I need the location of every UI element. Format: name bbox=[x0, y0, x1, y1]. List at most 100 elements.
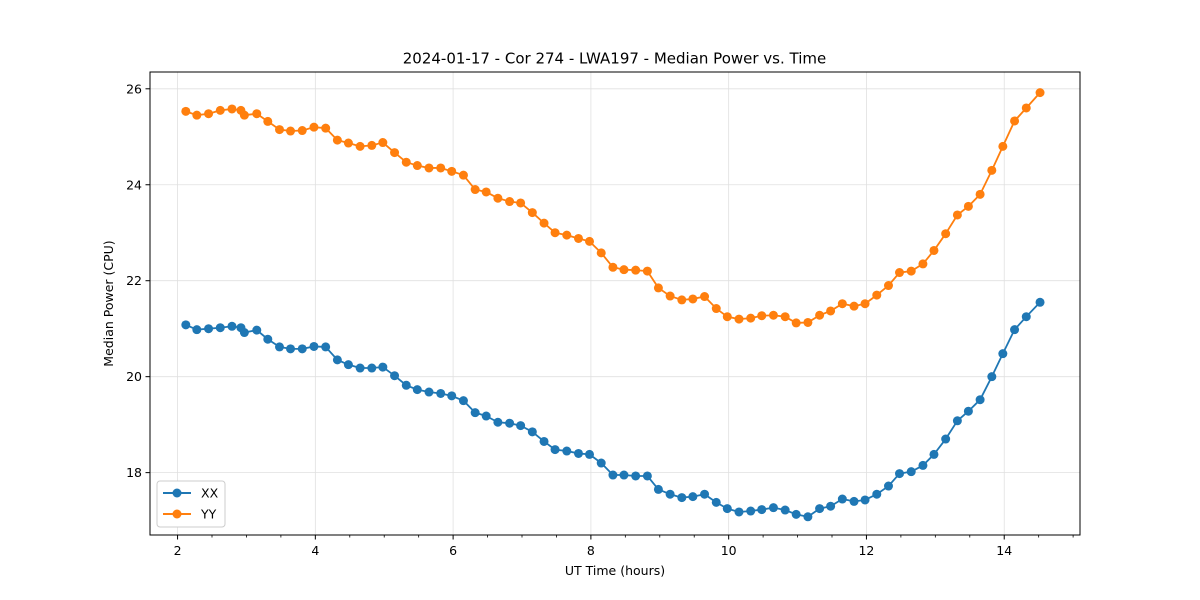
data-point-yy bbox=[343, 138, 353, 148]
chart-title: 2024-01-17 - Cor 274 - LWA197 - Median P… bbox=[403, 50, 827, 68]
data-point-yy bbox=[837, 299, 847, 309]
data-point-yy bbox=[412, 161, 422, 171]
data-point-xx bbox=[204, 324, 214, 334]
data-point-xx bbox=[181, 320, 191, 330]
data-point-xx bbox=[263, 334, 273, 344]
y-tick-label: 24 bbox=[126, 177, 142, 192]
y-tick-label: 20 bbox=[126, 369, 142, 384]
data-point-xx bbox=[321, 342, 331, 352]
data-point-xx bbox=[734, 507, 744, 517]
data-point-xx bbox=[527, 427, 537, 437]
data-point-yy bbox=[436, 163, 446, 173]
data-point-xx bbox=[286, 344, 296, 354]
x-tick-label: 10 bbox=[721, 543, 737, 558]
data-point-yy bbox=[573, 233, 583, 243]
data-point-xx bbox=[929, 449, 939, 459]
data-point-yy bbox=[642, 266, 652, 276]
data-point-yy bbox=[826, 306, 836, 316]
x-tick-label: 14 bbox=[996, 543, 1012, 558]
data-point-xx bbox=[343, 360, 353, 370]
data-point-yy bbox=[895, 268, 905, 278]
data-point-xx bbox=[722, 504, 732, 514]
data-point-yy bbox=[1021, 103, 1031, 113]
data-point-xx bbox=[700, 489, 710, 499]
data-point-xx bbox=[516, 421, 526, 431]
data-point-xx bbox=[412, 385, 422, 395]
data-point-xx bbox=[470, 408, 480, 418]
data-point-yy bbox=[791, 318, 801, 328]
data-point-yy bbox=[481, 187, 491, 197]
data-point-xx bbox=[447, 391, 457, 401]
data-point-xx bbox=[297, 344, 307, 354]
data-point-xx bbox=[883, 481, 893, 491]
data-point-xx bbox=[1035, 297, 1045, 307]
data-point-yy bbox=[722, 312, 732, 322]
data-point-yy bbox=[239, 110, 249, 120]
data-point-yy bbox=[192, 110, 202, 120]
data-point-xx bbox=[596, 458, 606, 468]
data-point-yy bbox=[768, 310, 778, 320]
data-point-yy bbox=[332, 135, 342, 145]
data-point-yy bbox=[378, 138, 388, 148]
data-point-xx bbox=[837, 494, 847, 504]
data-point-yy bbox=[780, 312, 790, 322]
data-point-yy bbox=[424, 163, 434, 173]
data-point-yy bbox=[677, 295, 687, 305]
data-point-yy bbox=[700, 292, 710, 302]
data-point-yy bbox=[215, 105, 225, 115]
data-point-xx bbox=[746, 506, 756, 516]
data-point-xx bbox=[493, 417, 503, 427]
data-point-xx bbox=[815, 504, 825, 514]
data-point-yy bbox=[470, 185, 480, 195]
x-tick-label: 12 bbox=[858, 543, 874, 558]
data-point-yy bbox=[286, 126, 296, 136]
x-tick-label: 2 bbox=[174, 543, 182, 558]
data-point-yy bbox=[401, 157, 411, 167]
series-xx bbox=[181, 297, 1045, 522]
data-point-yy bbox=[321, 123, 331, 133]
data-point-yy bbox=[941, 229, 951, 239]
data-point-yy bbox=[906, 266, 916, 276]
data-point-yy bbox=[883, 281, 893, 291]
data-point-xx bbox=[573, 448, 583, 458]
data-point-yy bbox=[711, 304, 721, 314]
data-point-xx bbox=[585, 449, 595, 459]
data-point-xx bbox=[550, 445, 560, 455]
legend-marker-yy bbox=[172, 509, 182, 519]
data-point-yy bbox=[227, 104, 237, 114]
data-point-yy bbox=[963, 201, 973, 211]
data-point-yy bbox=[619, 265, 629, 275]
data-point-xx bbox=[860, 495, 870, 505]
data-point-xx bbox=[849, 496, 859, 506]
data-point-xx bbox=[872, 489, 882, 499]
data-point-xx bbox=[803, 512, 813, 522]
legend-label-yy: YY bbox=[200, 507, 217, 522]
data-point-yy bbox=[390, 148, 400, 158]
data-point-yy bbox=[527, 208, 537, 218]
data-point-yy bbox=[998, 141, 1008, 151]
data-point-yy bbox=[608, 262, 618, 272]
data-point-yy bbox=[585, 236, 595, 246]
data-point-xx bbox=[458, 396, 468, 406]
data-point-yy bbox=[275, 125, 285, 135]
legend: XX YY bbox=[156, 480, 226, 528]
data-point-yy bbox=[849, 301, 859, 311]
series-line-xx bbox=[185, 301, 1041, 518]
data-point-xx bbox=[941, 434, 951, 444]
data-point-yy bbox=[252, 109, 262, 119]
y-tick-label: 22 bbox=[126, 273, 142, 288]
data-point-xx bbox=[619, 470, 629, 480]
data-point-xx bbox=[539, 436, 549, 446]
x-tick-label: 6 bbox=[449, 543, 457, 558]
data-point-xx bbox=[918, 460, 928, 470]
y-tick-label: 26 bbox=[126, 81, 142, 96]
data-point-xx bbox=[227, 321, 237, 331]
y-axis-label: Median Power (CPU) bbox=[101, 240, 116, 366]
data-point-yy bbox=[734, 314, 744, 324]
data-point-yy bbox=[688, 294, 698, 304]
data-point-yy bbox=[929, 245, 939, 255]
data-point-xx bbox=[239, 328, 249, 338]
data-point-yy bbox=[918, 259, 928, 269]
data-point-xx bbox=[987, 372, 997, 382]
